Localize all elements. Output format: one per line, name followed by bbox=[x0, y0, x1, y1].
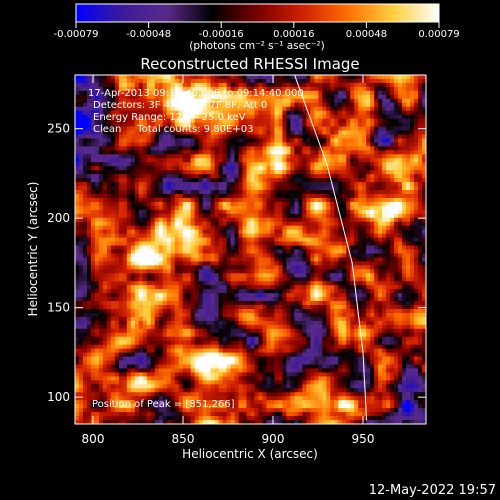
colorbar-unit-label: (photons cm⁻² s⁻¹ asec⁻²) bbox=[189, 40, 324, 52]
colorbar-tick-label: 0.00016 bbox=[273, 29, 314, 40]
footer-timestamp: 12-May-2022 19:57 bbox=[369, 483, 496, 498]
y-tick-label: 250 bbox=[47, 122, 70, 136]
y-axis-label: Heliocentric Y (arcsec) bbox=[26, 182, 40, 317]
colorbar-tick-label: -0.00048 bbox=[126, 29, 171, 40]
y-tick-label: 150 bbox=[47, 301, 70, 315]
x-axis-ticks: 800 850 900 950 bbox=[82, 75, 375, 446]
colorbar bbox=[75, 3, 440, 23]
x-axis-label: Heliocentric X (arcsec) bbox=[182, 447, 318, 461]
y-axis-ticks: 100 150 200 250 bbox=[47, 122, 426, 404]
annotation-energy: Energy Range: 12.0 - 25.0 keV bbox=[93, 112, 246, 123]
colorbar-tick-label: -0.00016 bbox=[199, 29, 244, 40]
colorbar-tick-label: 0.00048 bbox=[346, 29, 387, 40]
colorbar-ticks: -0.00079 -0.00048 -0.00016 0.00016 0.00048 0.… bbox=[54, 22, 460, 40]
chart-title: Reconstructed RHESSI Image bbox=[140, 55, 359, 73]
x-tick-label: 900 bbox=[262, 432, 285, 446]
x-tick-label: 800 bbox=[82, 432, 105, 446]
colorbar-tick-label: -0.00079 bbox=[54, 29, 99, 40]
annotation-peak: Position of Peak = [851,266] bbox=[92, 399, 235, 410]
x-tick-label: 850 bbox=[172, 432, 195, 446]
annotation-time-range: 17-Apr-2013 09:11:40.000 to 09:14:40.000 bbox=[88, 88, 304, 99]
y-tick-label: 200 bbox=[47, 211, 70, 225]
y-tick-label: 100 bbox=[47, 390, 70, 404]
plot-frame bbox=[74, 74, 427, 425]
x-tick-label: 950 bbox=[352, 432, 375, 446]
solar-limb-line bbox=[294, 75, 368, 421]
heatmap bbox=[75, 75, 426, 424]
colorbar-tick-label: 0.00079 bbox=[418, 29, 459, 40]
annotation-clean: Clean Total counts: 9.80E+03 bbox=[93, 124, 253, 135]
annotation-detectors: Detectors: 3F 4F 5F 6F 7F 8F, Att 0 bbox=[93, 100, 267, 111]
